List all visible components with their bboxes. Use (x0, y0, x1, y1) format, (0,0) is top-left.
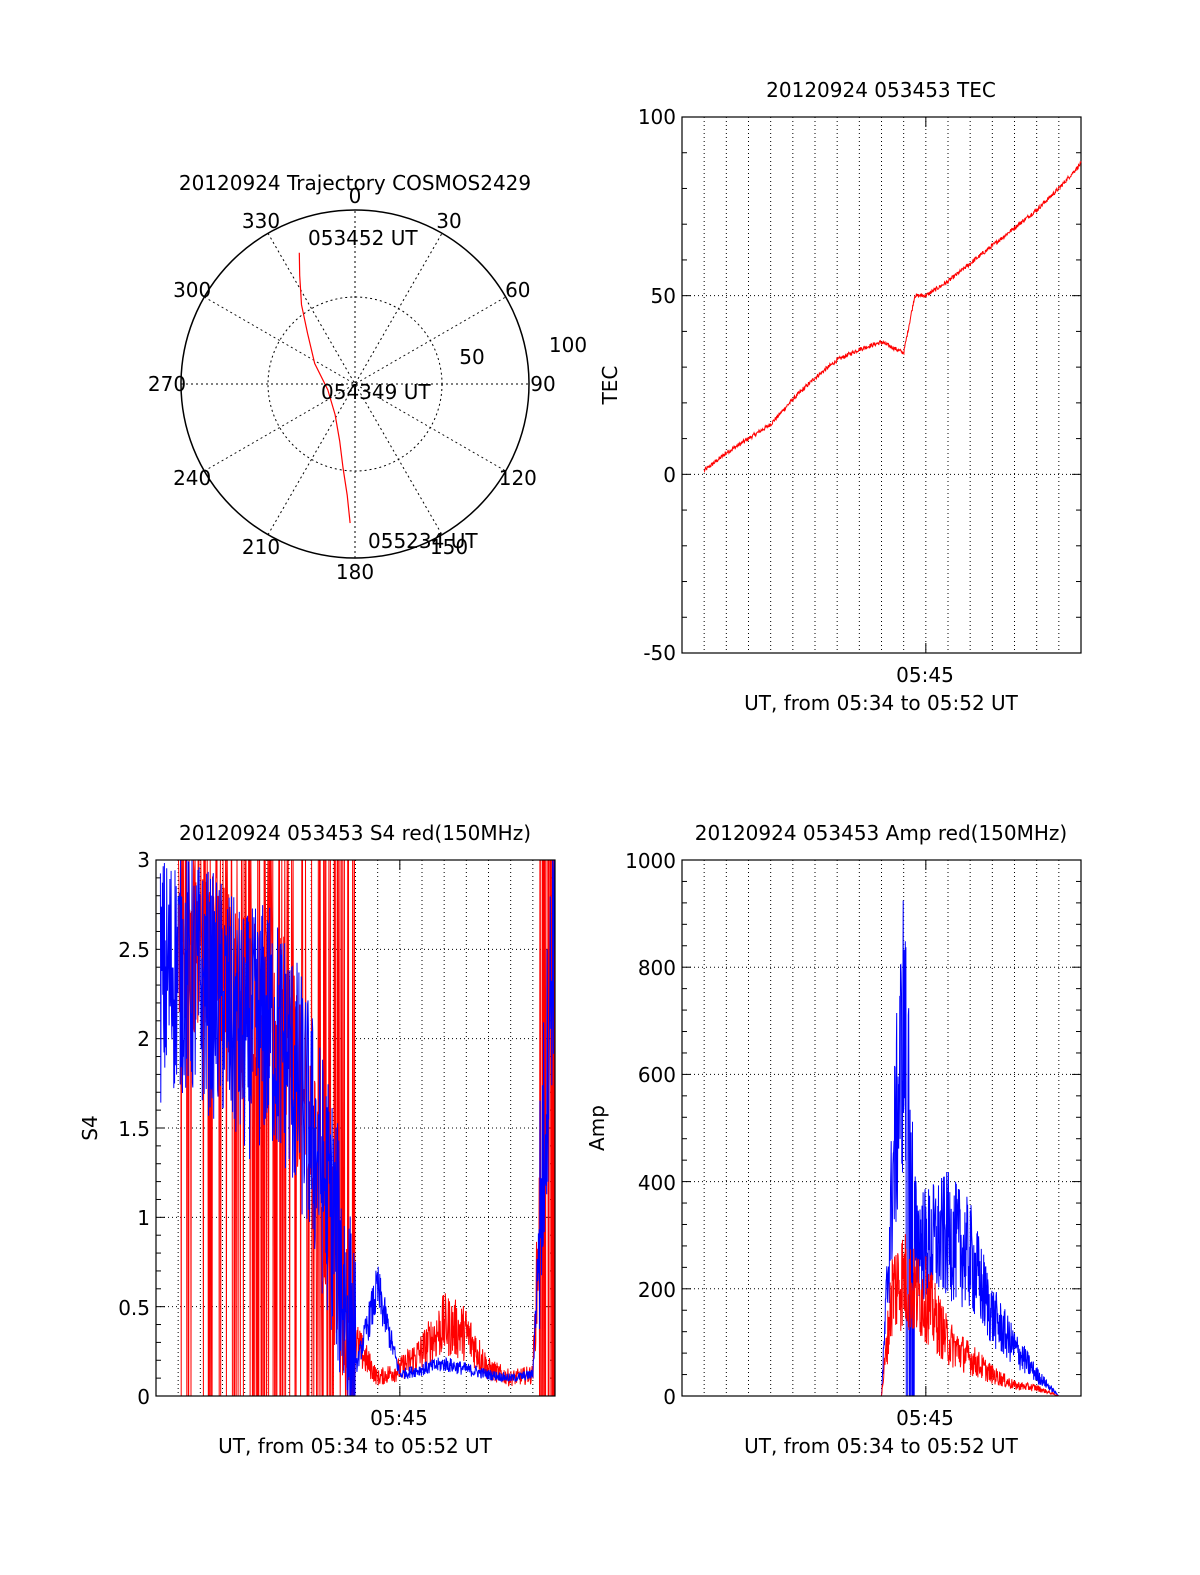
amp-xtick-label: 05:45 (896, 1406, 954, 1430)
amp-ytick-label: 200 (638, 1278, 676, 1302)
polar-angle-label: 90 (530, 372, 555, 396)
amp-ytick-label: 400 (638, 1171, 676, 1195)
polar-angle-label: 120 (499, 466, 537, 490)
s4-ytick-label: 2 (137, 1027, 150, 1051)
s4-ytick-label: 0 (137, 1385, 150, 1409)
polar-spoke-line (204, 296, 506, 472)
s4-xlabel: UT, from 05:34 to 05:52 UT (218, 1434, 493, 1458)
tec-ytick-label: 0 (663, 463, 676, 487)
polar-angle-label: 210 (242, 535, 280, 559)
polar-annotation-start: 053452 UT (308, 226, 418, 250)
amp-series-blue (704, 900, 1081, 1397)
polar-spoke-line (267, 233, 443, 535)
polar-title: 20120924 Trajectory COSMOS2429 (179, 171, 531, 195)
polar-trajectory-line (298, 252, 351, 524)
s4-plot-frame (155, 859, 556, 1397)
polar-annotation-mid: 054349 UT (321, 380, 431, 404)
polar-radius-label-100: 100 (549, 333, 587, 357)
tec-xlabel: UT, from 05:34 to 05:52 UT (744, 691, 1019, 715)
polar-angle-label: 330 (242, 209, 280, 233)
tec-title: 20120924 053453 TEC (766, 78, 996, 102)
tec-ytick-label: -50 (643, 641, 676, 665)
amp-title: 20120924 053453 Amp red(150MHz) (695, 821, 1067, 845)
amp-plot-frame (681, 859, 1082, 1397)
tec-ytick-label: 50 (651, 284, 676, 308)
s4-panel: 20120924 053453 S4 red(150MHz) 0 0.5 1 1… (78, 821, 556, 1458)
s4-ytick-label: 0.5 (118, 1296, 150, 1320)
polar-angle-label: 60 (505, 278, 530, 302)
amp-xlabel: UT, from 05:34 to 05:52 UT (744, 1434, 1019, 1458)
polar-angle-label: 300 (173, 278, 211, 302)
amp-panel: 20120924 053453 Amp red(150MHz) 0 200 40… (585, 821, 1082, 1458)
polar-spokes (181, 210, 529, 558)
amp-ytick-label: 600 (638, 1063, 676, 1087)
amp-ytick-label: 0 (663, 1385, 676, 1409)
polar-spoke-line (204, 296, 506, 472)
tec-plot-frame (681, 116, 1082, 654)
polar-angle-labels: 0 30 60 90 120 150 180 210 240 270 300 330 (148, 184, 556, 584)
s4-ytick-label: 2.5 (118, 938, 150, 962)
polar-angle-label: 30 (436, 209, 461, 233)
amp-ytick-label: 1000 (625, 849, 676, 873)
s4-ytick-label: 1 (137, 1206, 150, 1230)
s4-xtick-label: 05:45 (370, 1406, 428, 1430)
polar-angle-label: 0 (349, 184, 362, 208)
s4-title: 20120924 053453 S4 red(150MHz) (179, 821, 531, 845)
polar-annotation-end: 055234 UT (368, 529, 478, 553)
amp-grid (682, 859, 1081, 1397)
s4-ylabel: S4 (78, 1115, 102, 1140)
tec-ytick-label: 100 (638, 105, 676, 129)
s4-series-blue (159, 859, 556, 1397)
tec-grid (682, 116, 1081, 654)
polar-angle-label: 150 (430, 535, 468, 559)
polar-angle-label: 270 (148, 372, 186, 396)
s4-ytick-label: 1.5 (118, 1117, 150, 1141)
polar-spoke-line (267, 233, 443, 535)
s4-series-red (178, 859, 556, 1397)
amp-ylabel: Amp (585, 1105, 609, 1151)
tec-ylabel: TEC (598, 366, 622, 406)
polar-angle-label: 180 (336, 560, 374, 584)
tec-xtick-label: 05:45 (896, 663, 954, 687)
s4-ytick-label: 3 (137, 848, 150, 872)
polar-radius-label-50: 50 (459, 345, 484, 369)
polar-panel: 20120924 Trajectory COSMOS2429 0 30 60 90 12… (148, 171, 587, 584)
tec-panel: 20120924 053453 TEC -50 0 50 100 05:45 U… (598, 78, 1082, 715)
tec-series-red (703, 161, 1082, 474)
polar-angle-label: 240 (173, 466, 211, 490)
amp-ytick-label: 800 (638, 956, 676, 980)
